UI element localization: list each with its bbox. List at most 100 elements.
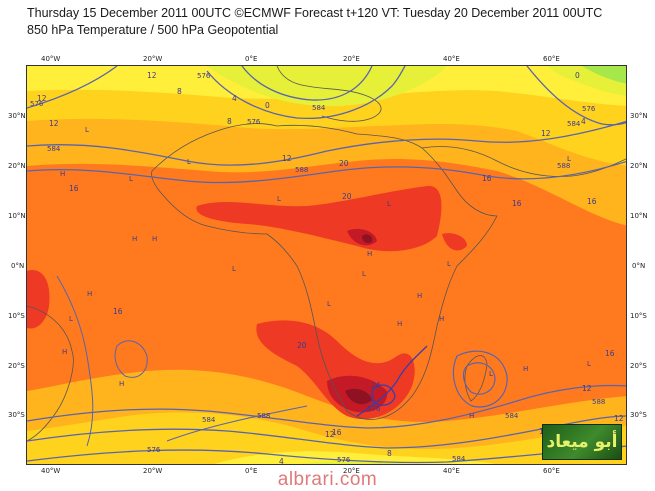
low-pressure-marker: L [387, 200, 391, 208]
temp-label: 16 [587, 197, 597, 206]
geopotential-label: 588 [257, 412, 270, 420]
low-pressure-marker: L [277, 195, 281, 203]
temp-label: 20 [342, 192, 352, 201]
geopotential-contour-576-cutoff [356, 345, 428, 417]
low-pressure-marker: L [187, 158, 191, 166]
geopotential-contour-588-north [27, 160, 626, 184]
lon-label-bottom-20w: 20°W [143, 467, 163, 475]
lat-label-left-10s: 10°S [8, 312, 25, 320]
lon-label-top-20e: 20°E [343, 55, 360, 63]
low-pressure-ring-madagascar [452, 350, 508, 408]
geopotential-contour-576-trough [206, 66, 406, 120]
temp-label: 16 [482, 174, 492, 183]
high-pressure-marker: H [523, 365, 528, 373]
geopotential-contour-568-south [27, 445, 626, 464]
high-pressure-marker: H [60, 170, 65, 178]
temp-label: 16 [332, 428, 342, 437]
temp-band-24-brazil [27, 270, 50, 329]
temp-label: 8 [387, 449, 392, 458]
high-pressure-marker: H [417, 292, 422, 300]
low-pressure-marker: L [489, 370, 493, 378]
lon-label-bottom-20e: 20°E [343, 467, 360, 475]
low-pressure-marker: L [69, 315, 73, 323]
temp-label: 20 [339, 159, 349, 168]
temp-label: 4 [581, 117, 586, 126]
temp-label: 12 [614, 414, 624, 423]
temp-label: 16 [113, 307, 123, 316]
lon-label-top-60e: 60°E [543, 55, 560, 63]
temp-band-12-south [27, 412, 626, 464]
temp-label: 8 [227, 117, 232, 126]
geopotential-label: 588 [557, 162, 570, 170]
temp-band-8-south [214, 451, 496, 464]
lat-label-right-30s: 30°S [630, 411, 647, 419]
low-pressure-marker: L [129, 175, 133, 183]
south-america-coastline [27, 305, 74, 442]
lat-label-right-10s: 10°S [630, 312, 647, 320]
lon-label-top-0e: 0°E [245, 55, 258, 63]
lat-label-left-20s: 20°S [8, 362, 25, 370]
geopotential-contour-568-trough [241, 66, 373, 101]
lat-label-left-30s: 30°S [8, 411, 25, 419]
lat-label-left-20n: 20°N [8, 162, 26, 170]
geopotential-contour-588-south [166, 405, 308, 442]
temp-label: 0 [575, 71, 580, 80]
geopotential-contour-576-nw [27, 66, 118, 109]
temp-band-32-sahel [362, 234, 373, 244]
temp-label: 0 [265, 101, 270, 110]
temp-label: 12 [147, 71, 157, 80]
geopotential-label: 584 [47, 145, 61, 153]
geopotential-contour-584-south [27, 384, 626, 429]
high-pressure-marker: H [397, 320, 402, 328]
geopotential-label: 576 [147, 446, 161, 454]
temp-band-24-sahel [196, 185, 442, 252]
temp-band-32-south-africa [345, 388, 372, 405]
lon-label-bottom-40e: 40°E [443, 467, 460, 475]
geopotential-label: 576 [582, 105, 596, 113]
low-pressure-inner-ring [462, 362, 496, 395]
map-canvas: 12 12 8 4 0 12 12 16 20 16 16 16 16 20 2… [27, 66, 626, 465]
low-pressure-marker: L [327, 300, 331, 308]
geopotential-label: 576 [337, 456, 351, 464]
lat-label-left-30n: 30°N [8, 112, 26, 120]
lat-label-right-20n: 20°N [630, 162, 648, 170]
temp-band-4-north [207, 66, 447, 107]
africa-coastline [151, 123, 498, 420]
temp-label: 16 [512, 199, 522, 208]
temp-label: 4 [232, 94, 237, 103]
temp-label: 8 [177, 87, 182, 96]
temp-label: 4 [279, 457, 284, 465]
high-pressure-marker: H [439, 315, 444, 323]
lat-label-right-20s: 20°S [630, 362, 647, 370]
lat-label-left-10n: 10°N [8, 212, 26, 220]
low-pressure-marker: L [587, 360, 591, 368]
high-pressure-marker: H [367, 250, 372, 258]
chart-subtitle: 850 hPa Temperature / 500 hPa Geopotenti… [27, 23, 279, 37]
geopotential-label: 584 [505, 412, 519, 420]
chart-title: Thursday 15 December 2011 00UTC ©ECMWF F… [27, 6, 603, 20]
lon-label-bottom-0e: 0°E [245, 467, 258, 475]
temp-label: 12 [582, 384, 592, 393]
low-pressure-marker: L [372, 395, 376, 403]
temp-label: 12 [37, 94, 47, 103]
geopotential-label: 584 [202, 416, 216, 424]
temp-label: 16 [605, 349, 615, 358]
geopotential-contour-584-north [27, 120, 626, 166]
temp-label: 24 [371, 381, 381, 390]
lat-label-left-0n: 0°N [11, 262, 25, 270]
low-pressure-marker: L [447, 260, 451, 268]
lon-label-bottom-40w: 40°W [41, 467, 61, 475]
temp-label: 12 [49, 119, 59, 128]
temp-label: 20 [297, 341, 307, 350]
watermark-text: albrari.com [277, 469, 378, 490]
geopotential-label: 588 [295, 166, 308, 174]
geopotential-label: 576 [247, 118, 261, 126]
lon-label-top-40w: 40°W [41, 55, 61, 63]
temp-label: 12 [541, 129, 551, 138]
low-pressure-marker: L [232, 265, 236, 273]
high-pressure-marker: H [469, 412, 474, 420]
forecast-map: 12 12 8 4 0 12 12 16 20 16 16 16 16 20 2… [26, 65, 627, 465]
lat-label-right-30n: 30°N [630, 112, 648, 120]
temp-label: 12 [325, 430, 335, 439]
low-pressure-marker: L [362, 270, 366, 278]
